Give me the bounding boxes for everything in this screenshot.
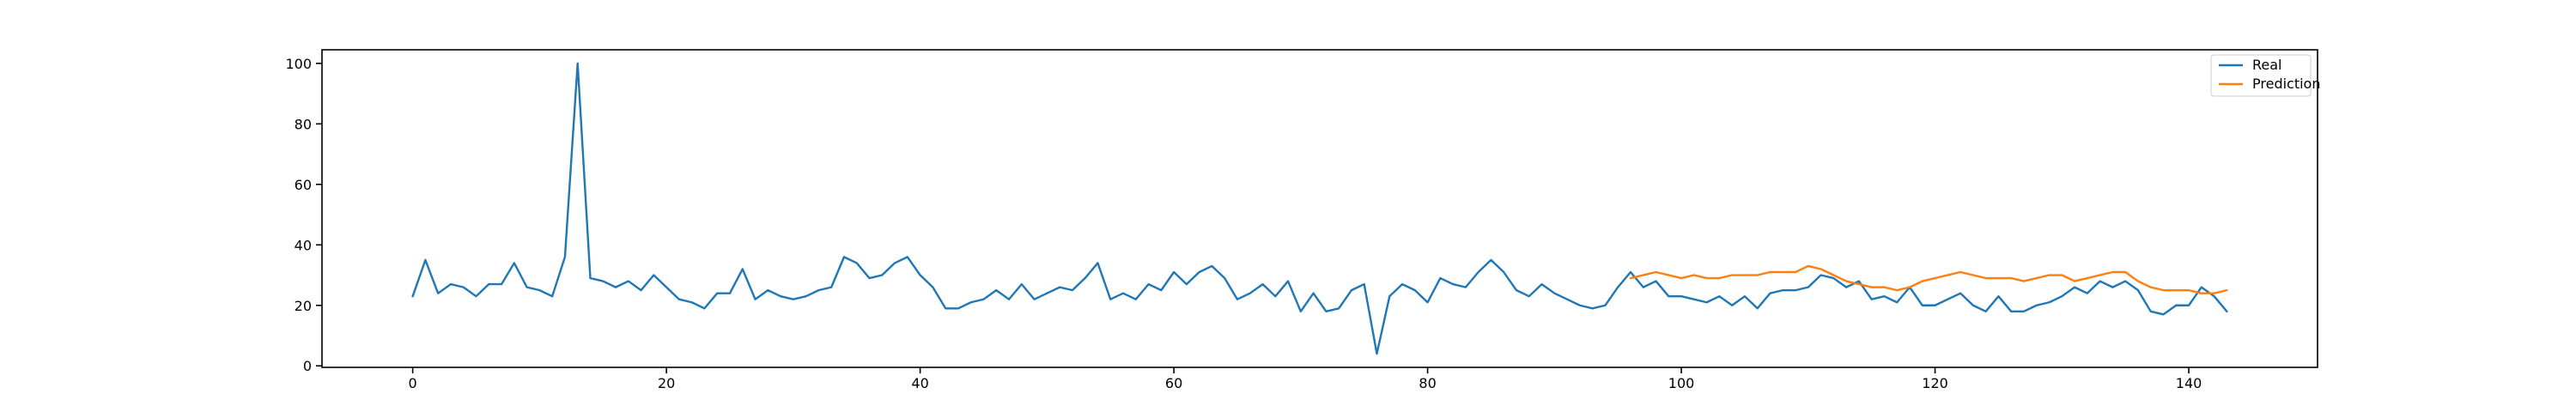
x-tick-label: 0 (409, 375, 417, 391)
plot-background (322, 50, 2318, 367)
x-tick-label: 60 (1165, 375, 1182, 391)
legend-real-label: Real (2252, 57, 2282, 73)
y-tick-label: 40 (295, 237, 312, 253)
y-tick-label: 80 (295, 116, 312, 132)
y-tick-label: 0 (303, 358, 312, 374)
x-tick-label: 40 (911, 375, 928, 391)
axis-ticks: 0 20 40 60 80 100 120 140 0 20 40 60 80 100 (285, 56, 2202, 391)
series-line-prediction (1629, 264, 2228, 294)
x-tick-label: 140 (2176, 375, 2202, 391)
x-tick-label: 100 (1668, 375, 1695, 391)
x-tick-label: 120 (1922, 375, 1948, 391)
y-tick-label: 20 (295, 298, 312, 314)
legend: Real Prediction (2210, 54, 2320, 97)
series-lines (411, 62, 2228, 355)
y-tick-label: 60 (295, 177, 312, 193)
plot-frame (321, 49, 2318, 368)
x-tick-label: 20 (658, 375, 675, 391)
x-tick-label: 80 (1419, 375, 1436, 391)
series-line-real (411, 62, 2228, 355)
y-tick-label: 100 (285, 56, 312, 72)
legend-prediction-label: Prediction (2252, 76, 2320, 92)
